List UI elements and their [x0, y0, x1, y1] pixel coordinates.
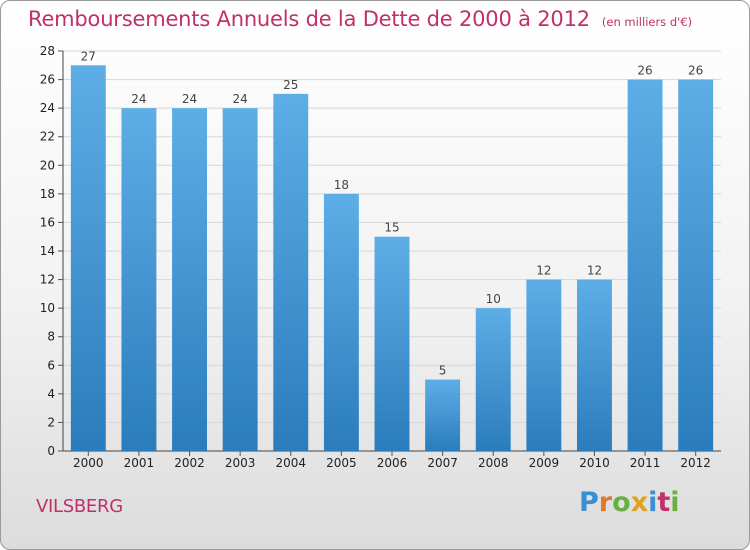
bar-2007: [425, 379, 461, 451]
bar-2008: [475, 308, 511, 451]
data-label: 10: [486, 292, 501, 306]
data-labels: 27 24 24 24 25 18 15 5 10 12 12 26 26: [81, 49, 704, 377]
bar-2004: [273, 93, 309, 451]
brand-letter: x: [630, 487, 649, 518]
data-label: 18: [334, 178, 349, 192]
y-tick-label: 28: [40, 44, 55, 58]
x-tick-label: 2003: [225, 456, 256, 470]
x-tick-label: 2007: [427, 456, 458, 470]
bar-2011: [627, 79, 663, 452]
brand-letter: P: [579, 487, 599, 518]
y-tick-label: 18: [40, 187, 55, 201]
data-label: 25: [283, 78, 298, 92]
title-block: Remboursements Annuels de la Dette de 20…: [28, 7, 692, 31]
y-tick-label: 20: [40, 158, 55, 172]
place-name: VILSBERG: [36, 496, 123, 517]
data-label: 15: [384, 221, 399, 235]
bar-2005: [323, 193, 359, 451]
bar-2002: [172, 108, 208, 452]
x-tick-label: 2008: [478, 456, 509, 470]
chart-subtitle: (en milliers d'€): [601, 15, 693, 29]
brand-letter: t: [657, 487, 671, 518]
bars: [70, 65, 714, 452]
x-tick-label: 2004: [275, 456, 306, 470]
y-tick-label: 22: [40, 130, 55, 144]
y-tick-label: 14: [40, 244, 55, 258]
x-tick-label: 2002: [174, 456, 205, 470]
x-tick-label: 2001: [124, 456, 155, 470]
brand-letter: o: [612, 487, 631, 518]
y-tick-label: 8: [47, 330, 55, 344]
x-tick-label: 2012: [680, 456, 711, 470]
bar-2001: [121, 108, 157, 452]
y-tick-label: 24: [40, 101, 55, 115]
y-tick-label: 26: [40, 73, 55, 87]
data-label: 12: [587, 264, 602, 278]
chart-title: Remboursements Annuels de la Dette de 20…: [28, 7, 590, 31]
x-axis: 2000 2001 2002 2003 2004 2005 2006 2007 2008 2009…: [63, 450, 721, 470]
x-tick-label: 2011: [630, 456, 661, 470]
x-tick-label: 2010: [579, 456, 610, 470]
brand-letter: r: [598, 487, 613, 518]
bar-2010: [576, 279, 612, 451]
bar-2009: [526, 279, 562, 451]
data-label: 26: [688, 64, 703, 78]
data-label: 5: [439, 364, 447, 378]
y-tick-label: 12: [40, 273, 55, 287]
y-tick-label: 4: [47, 387, 55, 401]
bar-2012: [678, 79, 714, 452]
bar-2000: [70, 65, 106, 452]
bar-2006: [374, 236, 410, 451]
x-tick-label: 2006: [377, 456, 408, 470]
data-label: 26: [637, 64, 652, 78]
proxiti-logo[interactable]: Proxiti: [579, 487, 680, 518]
x-tick-label: 2005: [326, 456, 357, 470]
data-label: 24: [233, 92, 248, 106]
brand-letter: i: [670, 487, 680, 518]
data-label: 12: [536, 264, 551, 278]
y-tick-label: 2: [47, 415, 55, 429]
y-tick-label: 6: [47, 358, 55, 372]
x-tick-label: 2009: [529, 456, 560, 470]
brand-letter: i: [648, 487, 658, 518]
bar-2003: [222, 108, 258, 452]
y-tick-label: 10: [40, 301, 55, 315]
data-label: 24: [131, 92, 146, 106]
y-tick-label: 16: [40, 215, 55, 229]
data-label: 27: [81, 49, 96, 63]
x-tick-label: 2000: [73, 456, 104, 470]
data-label: 24: [182, 92, 197, 106]
y-tick-label: 0: [47, 444, 55, 458]
